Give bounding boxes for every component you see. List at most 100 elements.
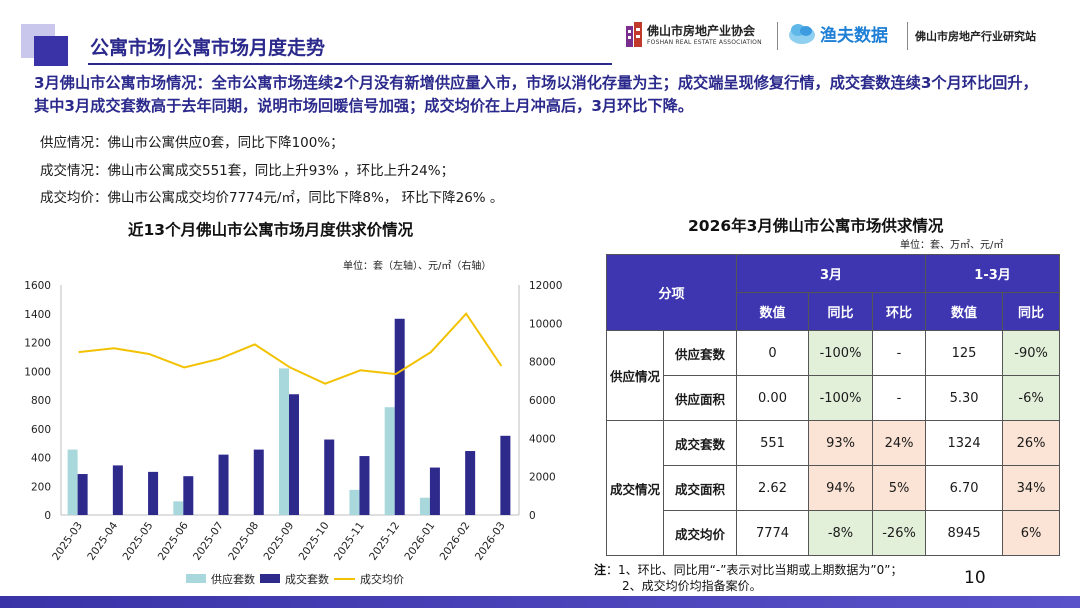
- deal-bar: [218, 454, 229, 515]
- chart-title: 近13个月佛山市公寓市场月度供求价情况: [128, 221, 414, 239]
- header-mom: 环比: [872, 292, 927, 331]
- legend-label-price: 成交均价: [360, 572, 404, 586]
- cell-value: 6.70: [925, 465, 1004, 511]
- deal-bar: [394, 318, 405, 515]
- deal-bar: [324, 439, 335, 515]
- header-ytd: 1-3月: [925, 254, 1061, 293]
- deal-bar: [112, 465, 123, 515]
- x-tick-label: 2025-12: [367, 520, 402, 563]
- x-tick-label: 2025-05: [121, 520, 156, 563]
- y-right-tick-label: 4000: [529, 433, 556, 445]
- deal-bar: [429, 467, 440, 515]
- y-left-tick-label: 400: [31, 453, 51, 465]
- note-line-2: 2、成交均价均指备案价。: [622, 579, 762, 593]
- supply-bar: [419, 497, 430, 515]
- table-row: 成交面积 2.62 94% 5% 6.70 34%: [607, 465, 1061, 511]
- supply-demand-chart: 0 200 400 600 800 1000 1200 1400 1600 0 2000 4000 60…: [24, 280, 562, 586]
- cell-value: 1324: [925, 420, 1004, 466]
- deal-bar: [359, 456, 370, 515]
- yufu-logo: 渔夫数据: [787, 20, 888, 46]
- x-tick-label: 2026-01: [402, 520, 437, 563]
- cell-value: 0: [736, 330, 810, 376]
- x-tick-label: 2025-07: [191, 520, 226, 563]
- deal-bar: [465, 451, 476, 515]
- x-tick-label: 2025-03: [50, 520, 85, 563]
- y-right-tick-label: 6000: [529, 395, 556, 407]
- group-supply: 供应情况: [606, 330, 664, 421]
- supply-bar: [173, 501, 184, 515]
- cell-yoy: 34%: [1002, 465, 1061, 511]
- supply-bar: [349, 489, 360, 515]
- y-left-tick-label: 1400: [24, 309, 51, 321]
- cell-mom: -26%: [872, 510, 927, 556]
- cell-value: 8945: [925, 510, 1004, 556]
- deal-bar: [500, 435, 511, 515]
- cell-yoy: 94%: [808, 465, 874, 511]
- legend-label-deals: 成交套数: [285, 572, 329, 586]
- cell-mom: 5%: [872, 465, 927, 511]
- row-label: 成交面积: [662, 465, 738, 511]
- legend-label-supply: 供应套数: [211, 572, 255, 586]
- logo-divider: [907, 22, 908, 50]
- supply-bar: [279, 368, 289, 515]
- y-right-tick-label: 0: [529, 510, 536, 522]
- table-unit: 单位：套、万㎡、元/㎡: [900, 240, 1004, 251]
- research-station-name: 佛山市房地产行业研究站: [915, 30, 1036, 43]
- supply-demand-table: 分项 3月 1-3月 数值 同比 环比 数值 同比 供应情况 供应套数 0 -1…: [605, 254, 1061, 556]
- y-left-tick-label: 1000: [24, 366, 51, 378]
- table-note: 注：1、环比、同比用“-”表示对比当期或上期数据为”0”； 2、成交均价均指备案…: [594, 562, 902, 594]
- deal-bar: [253, 449, 264, 515]
- cloud-icon: [789, 24, 815, 44]
- cell-yoy: 6%: [1002, 510, 1061, 556]
- supply-bar: [67, 449, 78, 515]
- cell-yoy: 93%: [808, 420, 874, 466]
- y-left-tick-label: 0: [44, 510, 51, 522]
- cell-yoy: 26%: [1002, 420, 1061, 466]
- group-transaction: 成交情况: [606, 420, 664, 556]
- cell-mom: -: [872, 375, 927, 421]
- supply-bar: [384, 407, 395, 515]
- market-summary: 3月佛山市公寓市场情况：全市公寓市场连续2个月没有新增供应量入市，市场以消化存量…: [34, 74, 1038, 115]
- cell-value: 7774: [736, 510, 810, 556]
- row-label: 供应套数: [662, 330, 738, 376]
- cell-value: 0.00: [736, 375, 810, 421]
- chart-unit: 单位：套（左轴）、元/㎡（右轴）: [343, 261, 492, 272]
- building-icon: [626, 22, 642, 47]
- legend-swatch-supply: [186, 574, 206, 583]
- x-tick-label: 2025-10: [297, 520, 332, 563]
- cell-value: 2.62: [736, 465, 810, 511]
- y-right-tick-label: 2000: [529, 472, 556, 484]
- table-row: 供应情况 供应套数 0 -100% - 125 -90%: [606, 330, 1061, 421]
- header-month: 3月: [736, 254, 927, 293]
- x-tick-label: 2026-02: [438, 520, 473, 563]
- note-line-1: ：1、环比、同比用“-”表示对比当期或上期数据为”0”；: [606, 563, 903, 577]
- logo-divider: [777, 22, 778, 50]
- yufu-logo-text: 渔夫数据: [820, 25, 888, 46]
- footer-bar: [0, 596, 1080, 608]
- y-right-tick-label: 10000: [529, 318, 562, 330]
- y-left-tick-label: 800: [31, 395, 51, 407]
- x-tick-label: 2025-04: [85, 520, 120, 563]
- table-row: 供应面积 0.00 -100% - 5.30 -6%: [607, 375, 1061, 421]
- y-left-tick-label: 1600: [24, 280, 51, 292]
- association-name-en: FOSHAN REAL ESTATE ASSOCIATION: [647, 39, 762, 46]
- table-row: 成交均价 7774 -8% -26% 8945 6%: [607, 510, 1061, 556]
- association-logo: 佛山市房地产业协会 FOSHAN REAL ESTATE ASSOCIATION: [625, 20, 762, 48]
- y-left-tick-label: 1200: [24, 338, 51, 350]
- cell-yoy: -100%: [808, 330, 874, 376]
- header-value: 数值: [925, 292, 1004, 331]
- x-tick-label: 2025-06: [156, 520, 191, 563]
- deal-bar: [289, 394, 299, 515]
- y-left-tick-label: 600: [31, 424, 51, 436]
- title-decoration-dark: [34, 36, 68, 66]
- cell-yoy: -8%: [808, 510, 874, 556]
- row-label: 成交均价: [662, 510, 738, 556]
- price-detail: 成交均价：佛山市公寓成交均价7774元/㎡，同比下降8%， 环比下降26% 。: [40, 190, 504, 206]
- y-left-tick-label: 200: [31, 481, 51, 493]
- x-tick-label: 2025-11: [332, 520, 367, 563]
- deal-bar: [148, 471, 159, 515]
- page-number: 10: [964, 568, 986, 588]
- header-value: 数值: [736, 292, 810, 331]
- x-tick-label: 2025-09: [261, 520, 296, 563]
- header-item: 分项: [605, 254, 738, 331]
